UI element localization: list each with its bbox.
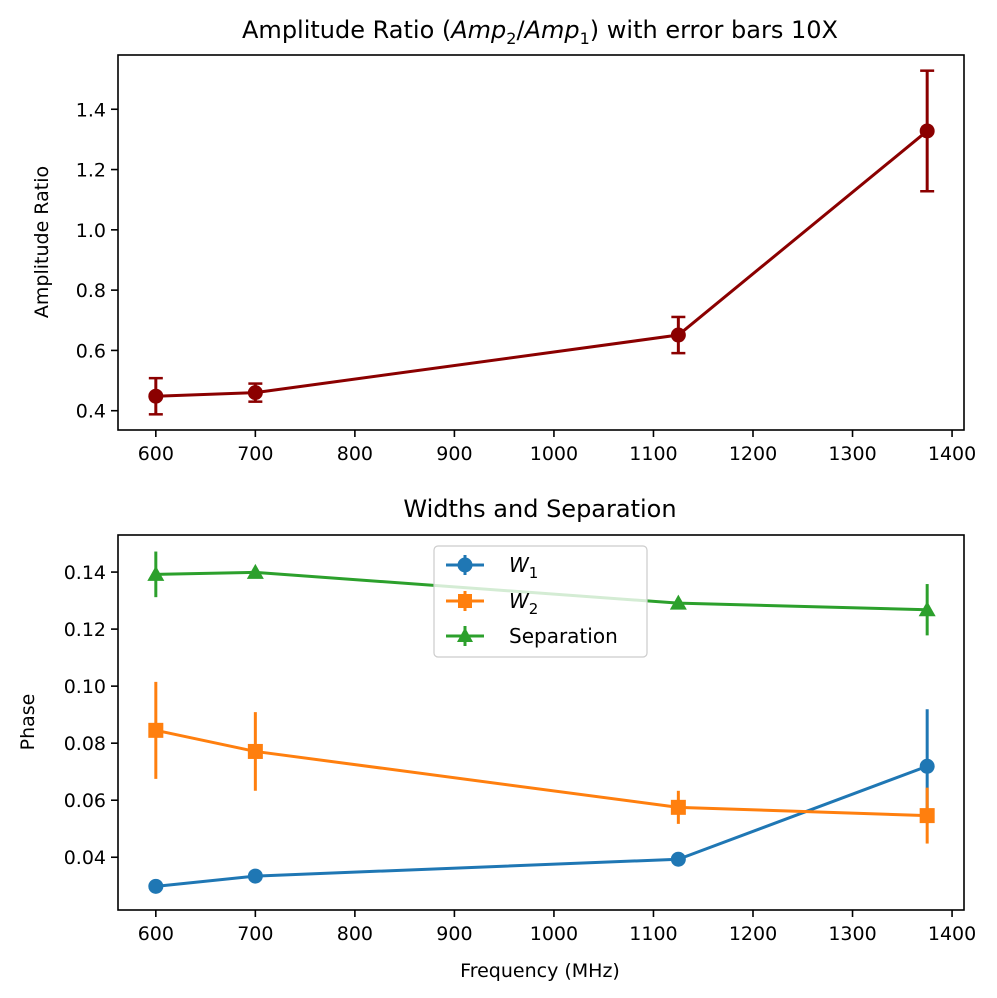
- data-point-circle: [148, 388, 164, 404]
- legend-marker-triangle: [457, 627, 473, 642]
- series-amp2-amp1: [148, 69, 935, 416]
- x-tick-label: 1200: [729, 443, 777, 465]
- data-point-triangle: [918, 601, 936, 617]
- x-tick-label: 700: [237, 443, 273, 465]
- x-tick-label: 800: [337, 923, 373, 945]
- y-tick-label: 1.2: [76, 160, 106, 182]
- amplitude-ratio-chart: Amplitude Ratio (Amp2/Amp1) with error b…: [31, 16, 976, 465]
- data-point-circle: [670, 327, 686, 343]
- data-point-circle: [247, 385, 263, 401]
- legend-label: Separation: [509, 624, 618, 648]
- series-line: [155, 764, 928, 888]
- legend-label: W2: [509, 589, 538, 618]
- y-tick-label: 0.12: [64, 619, 106, 641]
- data-point-square: [670, 799, 686, 815]
- data-point-circle: [247, 868, 263, 884]
- y-tick-label: 1.4: [76, 99, 106, 121]
- data-point-circle: [919, 758, 935, 774]
- data-point-circle: [670, 851, 686, 867]
- x-tick-label: 1400: [928, 923, 976, 945]
- y-tick-label: 1.0: [76, 220, 106, 242]
- legend-marker-circle: [457, 557, 473, 573]
- plot-area: [147, 551, 936, 894]
- y-tick-label: 0.06: [64, 790, 106, 812]
- data-point-circle: [148, 878, 164, 894]
- data-point-triangle: [246, 563, 264, 579]
- x-tick-label: 800: [337, 443, 373, 465]
- x-tick-label: 600: [138, 923, 174, 945]
- x-tick-label: 700: [237, 923, 273, 945]
- data-point-square: [247, 743, 263, 759]
- axes-frame: [117, 534, 965, 911]
- legend-entry-w2: W2: [446, 589, 538, 618]
- y-tick-label: 0.8: [76, 280, 106, 302]
- axes-frame: [117, 54, 965, 431]
- x-tick-label: 600: [138, 443, 174, 465]
- y-tick-label: 0.14: [64, 562, 106, 584]
- y-tick-label: 0.4: [76, 401, 106, 423]
- x-tick-label: 1000: [530, 443, 578, 465]
- x-tick-label: 900: [436, 443, 472, 465]
- y-axis-label: Amplitude Ratio: [31, 166, 53, 318]
- chart-title: Widths and Separation: [403, 495, 676, 523]
- y-tick-label: 0.04: [64, 847, 106, 869]
- x-tick-label: 1100: [629, 923, 677, 945]
- data-point-triangle: [669, 594, 687, 610]
- legend: W1 W2 Separation: [433, 545, 648, 658]
- legend-entry-w1: W1: [446, 553, 538, 582]
- x-tick-label: 1400: [928, 443, 976, 465]
- chart-title: Amplitude Ratio (Amp2/Amp1) with error b…: [242, 16, 838, 48]
- series-w2: [148, 681, 935, 844]
- y-axis-label: Phase: [17, 694, 39, 751]
- data-point-circle: [919, 123, 935, 139]
- plot-area: [148, 69, 935, 416]
- x-tick-label: 1100: [629, 443, 677, 465]
- legend-entry-separation: Separation: [446, 624, 618, 648]
- data-point-square: [148, 722, 164, 738]
- x-axis-label: Frequency (MHz): [460, 960, 620, 982]
- x-tick-label: 900: [436, 923, 472, 945]
- data-point-square: [919, 808, 935, 824]
- legend-label: W1: [509, 553, 538, 582]
- y-tick-label: 0.10: [64, 676, 106, 698]
- widths-separation-chart: Widths and Separation Phase Frequency (M…: [17, 495, 976, 982]
- series-line: [155, 728, 928, 818]
- x-tick-label: 1300: [828, 923, 876, 945]
- x-tick-label: 1200: [729, 923, 777, 945]
- legend-marker-square: [458, 594, 472, 608]
- series-line: [155, 129, 929, 398]
- data-point-triangle: [147, 565, 165, 581]
- legend-box: [433, 545, 648, 658]
- series-w1: [148, 709, 935, 894]
- y-tick-label: 0.6: [76, 340, 106, 362]
- y-tick-label: 0.08: [64, 733, 106, 755]
- x-tick-label: 1300: [828, 443, 876, 465]
- x-tick-label: 1000: [530, 923, 578, 945]
